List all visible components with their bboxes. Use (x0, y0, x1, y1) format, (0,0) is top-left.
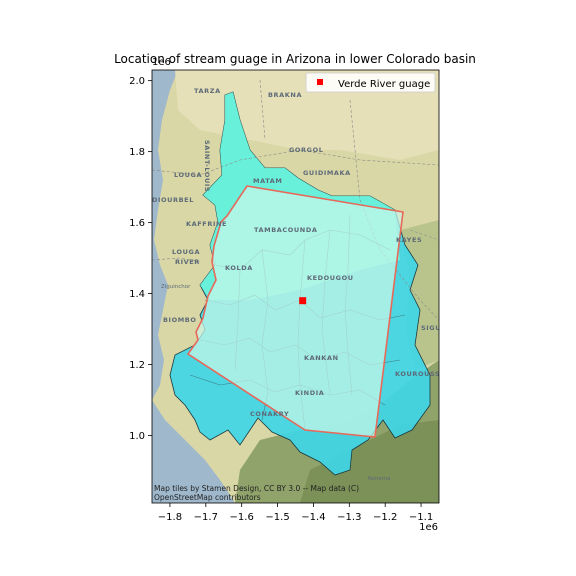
x-tick-label: −1.7 (194, 512, 218, 523)
y-tick-label: 1.2 (129, 360, 145, 371)
map-label: MATAM (253, 177, 282, 185)
map-label: KANKAN (304, 354, 339, 362)
x-axis: −1.8 −1.7 −1.6 −1.5 −1.4 −1.3 −1.2 −1.1 (158, 503, 433, 523)
map-label: LOUGA (172, 248, 200, 256)
y-axis: 1.0 1.2 1.4 1.6 1.8 2.0 (129, 76, 152, 442)
axes-frame (151, 69, 440, 504)
attribution-line-2: OpenStreetMap contributors (154, 493, 261, 502)
scatter-layer (299, 297, 307, 305)
x-tick-label: −1.1 (409, 512, 433, 523)
x-tick-label: −1.4 (301, 512, 325, 523)
map-label: CONAKRY (250, 410, 289, 418)
arizona-outline (186, 185, 404, 438)
map-label: KAFFRINE (186, 220, 227, 228)
legend: Verde River guage (305, 72, 436, 93)
y-tick-label: 1.0 (129, 431, 145, 442)
plot-area: TARZA BRAKNA SAINT-LOUIS GORGOL LOUGA MA… (152, 70, 453, 503)
map-label: KINDIA (295, 389, 324, 397)
legend-box (305, 72, 436, 93)
map-label: KOLDA (225, 264, 253, 272)
map-label: Ziguinchor (161, 284, 191, 290)
map-label: Kenema (368, 476, 390, 482)
x-tick-label: −1.2 (373, 512, 397, 523)
map-label: TARZA (194, 87, 221, 95)
x-tick-label: −1.6 (230, 512, 254, 523)
x-tick-label: −1.3 (337, 512, 361, 523)
map-label: SAINT-LOUIS (203, 140, 211, 192)
x-tick-label: −1.5 (265, 512, 289, 523)
y-tick-label: 1.8 (129, 147, 145, 158)
scatter-point-verde-river-guage (299, 297, 307, 305)
map-label: BIOMBO (163, 316, 196, 324)
map-label: GUIDIMAKA (303, 169, 351, 177)
y-tick-label: 1.6 (129, 218, 145, 229)
map-label: KEDOUGOU (307, 274, 354, 282)
basemap-forest-dark (300, 420, 439, 503)
chart-title: Location of stream guage in Arizona in l… (114, 52, 476, 66)
legend-label: Verde River guage (338, 79, 430, 90)
y-offset-label: 1e6 (152, 57, 171, 68)
basemap-labels: TARZA BRAKNA SAINT-LOUIS GORGOL LOUGA MA… (152, 87, 453, 482)
y-tick-label: 2.0 (129, 76, 145, 87)
map-label: KAYES (396, 236, 422, 244)
attribution-line-1: Map tiles by Stamen Design, CC BY 3.0 --… (154, 484, 359, 493)
map-label: BRAKNA (268, 91, 302, 99)
map-label: TAMBACOUNDA (254, 226, 317, 234)
map-label: GORGOL (289, 146, 323, 154)
map-label: LOUGA (174, 171, 202, 179)
map-label: RIVER (175, 258, 200, 266)
legend-marker (317, 79, 323, 85)
basemap-ocean (152, 70, 235, 503)
y-tick-label: 1.4 (129, 289, 145, 300)
x-offset-label: 1e6 (419, 522, 438, 533)
x-tick-label: −1.8 (158, 512, 182, 523)
map-label: KOUROUSSA (395, 370, 446, 378)
map-label: SIGUIRI (421, 324, 453, 332)
map-label: DIOURBEL (152, 196, 194, 204)
